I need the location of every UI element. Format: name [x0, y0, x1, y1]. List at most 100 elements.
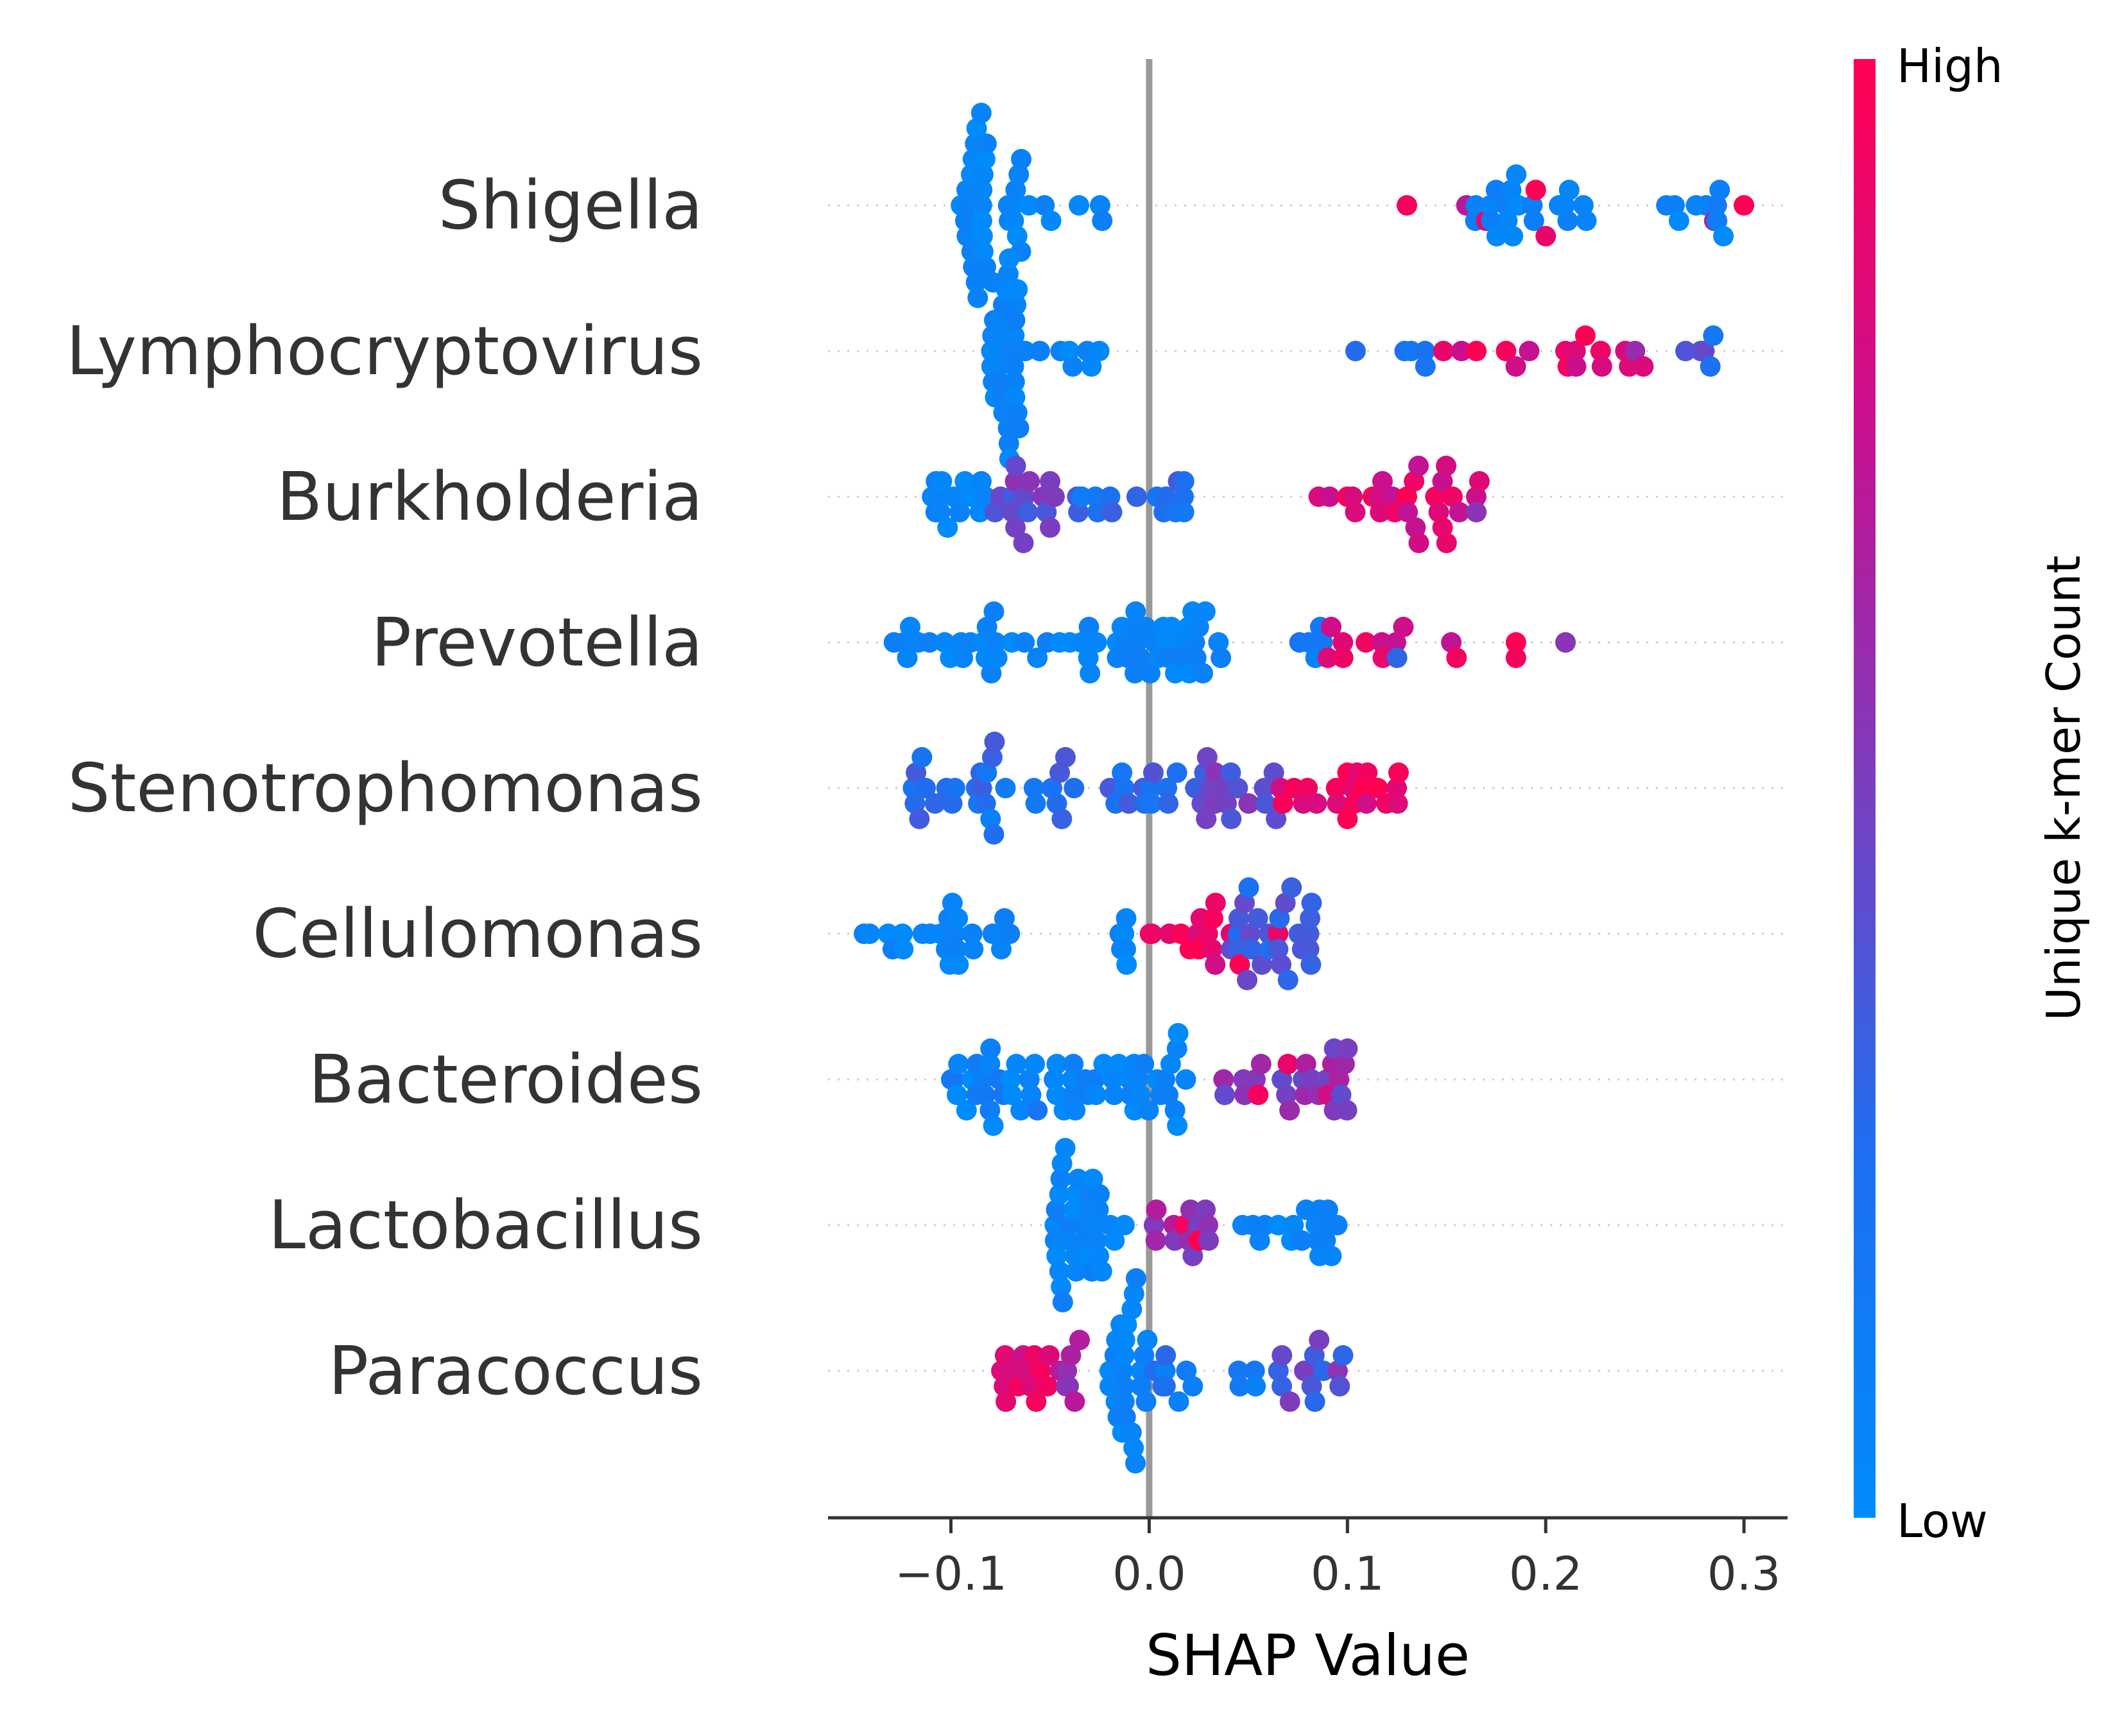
data-point — [1103, 1069, 1123, 1090]
data-point — [1001, 1085, 1022, 1105]
data-point — [1342, 486, 1363, 507]
data-point — [1505, 356, 1526, 377]
data-point — [1155, 632, 1177, 653]
data-point — [1092, 211, 1113, 231]
data-point — [1333, 1345, 1354, 1366]
data-point — [957, 195, 978, 216]
data-point — [972, 226, 993, 246]
data-point — [1010, 1100, 1031, 1121]
data-point — [1081, 356, 1102, 377]
data-point — [998, 264, 1019, 284]
data-point — [931, 471, 953, 492]
data-point — [1051, 1276, 1072, 1297]
data-point — [1130, 1085, 1151, 1105]
data-point — [1277, 1054, 1298, 1074]
data-point — [1329, 1069, 1350, 1090]
colorbar-low-label: Low — [1897, 1494, 1988, 1548]
data-point — [1058, 1230, 1080, 1251]
data-point — [1244, 1361, 1265, 1381]
data-point — [1065, 1100, 1086, 1121]
data-point — [1252, 954, 1272, 975]
data-point — [1590, 341, 1611, 361]
category-labels: Shigella Lymphocryptovirus Burkholderia Pre… — [66, 166, 703, 1410]
data-point — [1220, 762, 1241, 783]
data-point — [1044, 1069, 1065, 1090]
data-point — [1503, 226, 1524, 246]
data-point — [1238, 793, 1259, 814]
data-point — [1071, 632, 1092, 653]
data-point — [1497, 211, 1518, 231]
data-point — [1003, 195, 1024, 216]
data-point — [994, 908, 1015, 929]
data-point — [1046, 1085, 1067, 1105]
data-point — [1176, 1361, 1197, 1381]
data-point — [892, 924, 913, 944]
data-point — [1155, 1361, 1176, 1381]
category-label: Prevotella — [371, 603, 703, 682]
data-point — [1309, 1330, 1330, 1350]
data-point — [1049, 1261, 1070, 1282]
data-point — [915, 778, 936, 798]
data-point — [1034, 195, 1055, 216]
data-point — [897, 648, 918, 668]
data-point — [1557, 211, 1578, 231]
data-point — [979, 1100, 1001, 1121]
data-point — [1125, 663, 1145, 683]
data-point — [1368, 486, 1389, 507]
data-point — [1052, 1292, 1073, 1312]
data-point — [1555, 632, 1576, 653]
data-point — [1188, 617, 1209, 637]
data-point — [1008, 418, 1030, 438]
data-point — [1297, 778, 1318, 798]
data-point — [1301, 1376, 1322, 1397]
data-point — [1089, 341, 1110, 361]
data-point — [953, 648, 974, 668]
data-point — [1228, 1361, 1249, 1381]
data-point — [1182, 1246, 1203, 1266]
data-point — [1558, 180, 1580, 200]
data-point — [981, 663, 1002, 683]
data-point — [971, 211, 992, 231]
data-point — [1006, 295, 1027, 315]
data-point — [1229, 1376, 1250, 1397]
data-point — [1566, 356, 1587, 377]
data-point — [1272, 793, 1293, 814]
data-point — [969, 502, 990, 522]
data-point — [970, 103, 992, 123]
x-axis-title: SHAP Value — [1146, 1622, 1470, 1689]
data-point — [1205, 893, 1226, 913]
data-point — [1135, 617, 1156, 637]
data-point — [1212, 778, 1233, 798]
data-point — [967, 288, 988, 308]
data-point — [972, 164, 994, 185]
data-point — [1005, 517, 1026, 538]
data-point — [985, 341, 1006, 361]
data-point — [1313, 1215, 1334, 1235]
data-point — [1382, 486, 1403, 507]
data-point — [1706, 195, 1727, 216]
data-point — [1229, 908, 1249, 929]
data-point — [1037, 1376, 1058, 1397]
data-point — [1345, 341, 1366, 361]
data-point — [975, 793, 996, 814]
data-point — [976, 617, 997, 637]
data-point — [1049, 762, 1070, 783]
data-point — [1005, 180, 1026, 200]
data-point — [1505, 648, 1526, 668]
data-point — [1080, 663, 1101, 683]
data-point — [1051, 1153, 1073, 1174]
data-point — [1184, 632, 1205, 653]
data-point — [1100, 778, 1121, 798]
data-point — [1112, 1361, 1133, 1381]
data-point — [1168, 1391, 1189, 1412]
data-point — [1709, 180, 1730, 200]
data-point — [1301, 893, 1322, 913]
data-point — [948, 954, 969, 975]
data-point — [1327, 793, 1348, 814]
data-point — [1501, 180, 1522, 200]
data-point — [1408, 533, 1429, 553]
data-point — [1466, 341, 1487, 361]
data-point — [1004, 372, 1025, 392]
data-point — [1591, 356, 1612, 377]
data-point — [944, 778, 965, 798]
